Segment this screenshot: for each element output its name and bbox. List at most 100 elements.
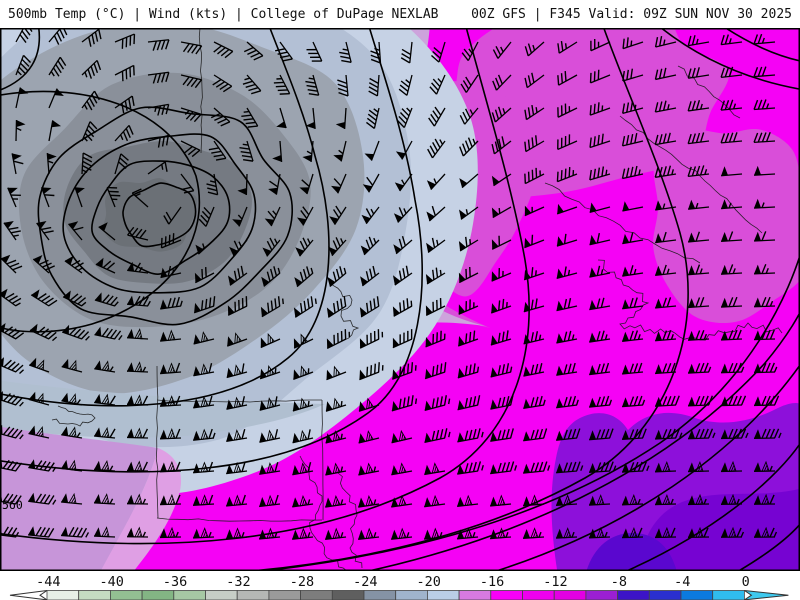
wind-barb xyxy=(159,526,182,539)
wind-barb xyxy=(687,67,710,79)
height-contour xyxy=(0,28,530,545)
wind-barb xyxy=(180,107,202,123)
wind-barb xyxy=(457,330,479,347)
wind-barb xyxy=(370,41,382,64)
wind-barb xyxy=(687,99,710,112)
wind-barb xyxy=(163,206,182,225)
wind-barb xyxy=(275,41,293,62)
wind-barb xyxy=(428,106,446,127)
height-contour xyxy=(364,310,800,571)
wind-barb xyxy=(292,462,314,476)
wind-barb xyxy=(687,395,714,407)
wind-barb xyxy=(524,135,545,153)
wind-barb xyxy=(687,526,710,539)
wind-barb xyxy=(126,460,149,472)
wind-barb xyxy=(261,266,281,287)
colorbar-segment xyxy=(78,590,111,600)
wind-barb xyxy=(193,494,215,506)
wind-barb xyxy=(297,206,314,226)
wind-barb xyxy=(490,395,514,410)
wind-barb xyxy=(193,296,216,314)
wind-barb xyxy=(325,430,347,444)
wind-barb xyxy=(74,186,85,208)
wind-barb xyxy=(325,495,347,508)
wind-barb xyxy=(622,297,644,310)
wind-barb xyxy=(753,99,776,111)
wind-barb xyxy=(226,494,248,507)
wind-barb xyxy=(523,428,548,442)
wind-barb xyxy=(621,461,650,473)
wind-barb xyxy=(126,361,149,373)
wind-barb xyxy=(325,397,347,412)
map-area: 560 xyxy=(0,28,800,571)
wind-barb xyxy=(490,298,512,314)
colorbar-segment xyxy=(617,590,650,600)
wind-barb xyxy=(339,41,352,64)
wind-barb xyxy=(524,205,545,217)
wind-barb xyxy=(268,173,281,195)
wind-barb xyxy=(720,428,749,440)
wind-barb xyxy=(95,257,116,274)
wind-barb xyxy=(94,460,116,472)
wind-barb xyxy=(361,206,380,225)
wind-barb xyxy=(424,362,447,380)
wind-barb xyxy=(721,199,743,210)
wind-barb xyxy=(753,395,780,407)
wind-barb xyxy=(458,236,479,252)
wind-barb xyxy=(48,56,67,77)
map-frame xyxy=(0,28,800,571)
wind-barb xyxy=(28,391,50,406)
wind-barb xyxy=(94,292,119,307)
wind-barb xyxy=(753,329,776,341)
wind-barb xyxy=(491,206,512,219)
wind-barb xyxy=(556,494,578,507)
wind-barb xyxy=(61,459,83,472)
wind-barb xyxy=(241,107,259,128)
wind-barb xyxy=(589,102,611,116)
wind-barb xyxy=(61,358,83,373)
wind-barb xyxy=(622,232,644,245)
product-title: 500mb Temp (°C) | Wind (kts) | College o… xyxy=(8,6,439,22)
wind-barb xyxy=(159,428,182,440)
wind-barb xyxy=(395,140,413,160)
wind-barb xyxy=(127,295,151,307)
colorbar-segment xyxy=(712,590,745,600)
colorbar-segment xyxy=(363,590,397,600)
colorbar-segment xyxy=(110,590,143,600)
wind-barb xyxy=(556,330,578,344)
wind-barb xyxy=(359,362,384,381)
wind-barb xyxy=(425,298,446,316)
wind-barb xyxy=(589,330,611,343)
wind-barb xyxy=(259,461,281,475)
wind-barb xyxy=(459,206,479,220)
wind-barb xyxy=(655,231,677,244)
wind-barb xyxy=(654,428,683,440)
wind-barb xyxy=(621,494,644,506)
wind-barb xyxy=(753,66,776,78)
wind-barb xyxy=(457,494,479,508)
colorbar-segment xyxy=(395,590,428,600)
wind-barb xyxy=(15,54,32,76)
wind-barb xyxy=(213,41,234,59)
temperature-fill-regions xyxy=(0,28,800,571)
wind-barb xyxy=(459,173,479,189)
colorbar-segment xyxy=(648,590,682,600)
wind-barb xyxy=(81,90,100,111)
wind-barb xyxy=(325,462,347,476)
wind-barb xyxy=(688,264,710,276)
wind-barb xyxy=(622,428,647,440)
wind-barb xyxy=(81,59,102,79)
wind-barb xyxy=(622,68,644,82)
wind-barb xyxy=(492,41,512,59)
wind-barb xyxy=(28,357,50,373)
wind-barb xyxy=(93,493,116,505)
wind-barb xyxy=(720,329,743,341)
wind-barb xyxy=(81,28,102,47)
wind-barb xyxy=(524,72,545,89)
wind-barb xyxy=(180,41,203,55)
wind-barb xyxy=(358,397,380,412)
height-contour xyxy=(62,133,257,294)
wind-barb xyxy=(524,167,545,185)
wind-barb xyxy=(400,41,413,64)
height-contour xyxy=(660,28,800,90)
